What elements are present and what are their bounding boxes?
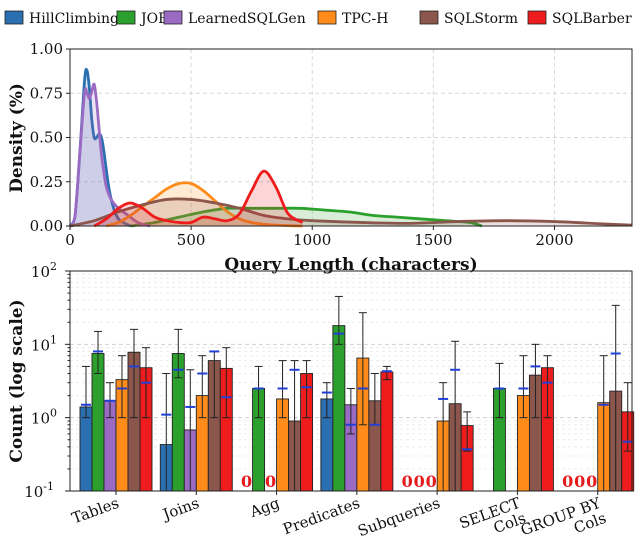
legend-swatch-learnedsqlgen xyxy=(163,10,183,25)
zero-label-group-by-cols-learnedsqlgen: 0 xyxy=(586,472,597,491)
count-y-label: Count (log scale) xyxy=(7,299,27,462)
bar-tables-job xyxy=(91,353,105,492)
zero-label-agg-hillclimbing: 0 xyxy=(241,472,252,491)
legend-label-job: JOB xyxy=(139,11,168,27)
density-ytick-label: 0.50 xyxy=(30,129,63,147)
density-plot: 0.00 0.25 0.50 0.75 1.00 0 500 1000 1500 2000 Que… xyxy=(7,40,633,275)
count-ytick-label: 101 xyxy=(31,333,57,354)
legend-label-sqlbarber: SQLBarber xyxy=(552,11,632,27)
density-ticks: 0.00 0.25 0.50 0.75 1.00 0 500 1000 1500 2000 xyxy=(30,40,574,249)
density-xtick-label: 1500 xyxy=(414,231,452,249)
density-y-label: Density (%) xyxy=(7,83,27,193)
legend-label-learnedsqlgen: LearnedSQLGen xyxy=(188,11,306,27)
bar-predicates-sqlbarber xyxy=(380,371,394,492)
zero-label-agg-learnedsqlgen: 0 xyxy=(265,472,276,491)
count-xtick-label-tables: Tables xyxy=(69,494,121,528)
density-ytick-label: 1.00 xyxy=(30,40,63,58)
density-xtick-label: 2000 xyxy=(535,231,573,249)
count-axes-frame xyxy=(69,270,633,492)
count-ytick-label: 10-1 xyxy=(24,480,54,501)
zero-label-group-by-cols-hillclimbing: 0 xyxy=(562,472,573,491)
bar-tables-hillclimbing xyxy=(79,406,93,492)
legend-swatch-sqlstorm xyxy=(419,10,439,25)
count-ytick-label: 102 xyxy=(31,260,57,281)
count-xtick-label-joins: Joins xyxy=(159,494,202,524)
legend-swatch-sqlbarber xyxy=(527,10,547,25)
density-line-sqlbarber xyxy=(93,169,304,228)
density-xtick-label: 1000 xyxy=(293,231,331,249)
zero-label-subqueries-job: 0 xyxy=(414,472,425,491)
density-area-tpc-h xyxy=(106,182,303,226)
bar-predicates-job xyxy=(332,325,346,492)
count-xtick-text: Agg xyxy=(247,494,283,522)
count-xtick-text: Tables xyxy=(69,494,121,528)
count-ytick-label: 100 xyxy=(31,407,57,428)
legend-label-sqlstorm: SQLStorm xyxy=(444,11,518,27)
legend-swatch-tpc-h xyxy=(317,10,337,25)
density-line-sqlstorm xyxy=(69,197,633,228)
density-area-job xyxy=(130,208,482,226)
density-line-tpc-h xyxy=(105,181,303,228)
density-xtick-label: 500 xyxy=(177,231,206,249)
density-line-job xyxy=(130,206,483,228)
count-xtick-label-agg: Agg xyxy=(247,494,283,522)
zero-label-subqueries-learnedsqlgen: 0 xyxy=(426,472,437,491)
count-xtick-text: Joins xyxy=(159,494,202,524)
density-ytick-label: 0.75 xyxy=(30,84,63,102)
density-ytick-label: 0.25 xyxy=(30,173,63,191)
density-area-learnedsqlgen xyxy=(70,84,150,227)
density-series xyxy=(68,67,633,228)
zero-label-subqueries-hillclimbing: 0 xyxy=(402,472,413,491)
legend-label-hillclimbing: HillClimbing xyxy=(29,11,119,27)
legend-swatch-hillclimbing xyxy=(4,10,24,25)
density-xtick-label: 0 xyxy=(65,231,75,249)
density-ytick-label: 0.00 xyxy=(30,217,63,235)
count-xtick-text: Subqueries xyxy=(355,494,442,540)
density-x-label: Query Length (characters) xyxy=(224,255,477,275)
count-xtick-label-predicates: Predicates xyxy=(280,494,362,538)
legend-label-tpc-h: TPC-H xyxy=(342,11,388,27)
zero-label-group-by-cols-job: 0 xyxy=(574,472,585,491)
count-xtick-label-subqueries: Subqueries xyxy=(355,494,442,540)
legend: HillClimbing JOB LearnedSQLGen TPC-H SQLStor… xyxy=(4,10,632,27)
legend-swatch-job xyxy=(116,10,136,25)
count-xtick-text: Predicates xyxy=(280,494,362,538)
